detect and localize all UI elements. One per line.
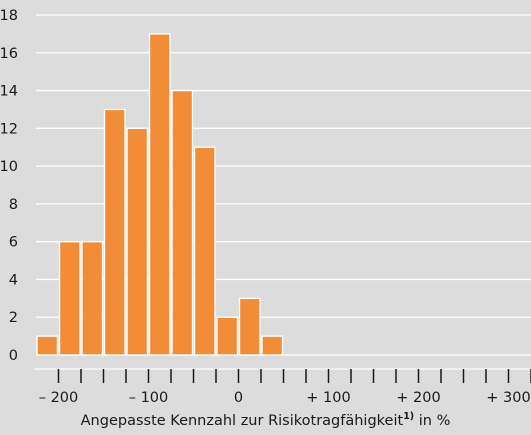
x-axis-title-text: Angepasste Kennzahl zur Risikotragfähigk…: [80, 412, 404, 429]
histogram-bar: [126, 127, 149, 356]
y-tick-label: 12: [0, 121, 18, 137]
histogram-bar: [81, 240, 104, 356]
histogram-bar: [238, 297, 261, 356]
y-tick-label: 16: [0, 46, 18, 62]
y-tick-labels: 0 2 4 6 8 10 12 14 16 18: [0, 8, 18, 364]
x-axis-title: Angepasste Kennzahl zur Risikotragfähigk…: [0, 411, 531, 429]
bars: [36, 33, 284, 356]
y-tick-label: 10: [0, 159, 18, 175]
y-tick-label: 2: [9, 310, 18, 326]
histogram-bar: [103, 108, 126, 356]
x-tick-label: + 100: [306, 390, 350, 406]
x-tick-label: – 100: [129, 390, 169, 406]
y-tick-label: 0: [9, 348, 18, 364]
x-axis-footnote: 1): [403, 411, 415, 422]
histogram-bar: [171, 89, 194, 356]
x-tick-label: 0: [234, 390, 243, 406]
x-axis-unit: in %: [418, 412, 451, 429]
histogram-bar: [36, 335, 59, 356]
x-tick-label: – 200: [39, 390, 79, 406]
x-axis: – 200 – 100 0 + 100 + 200 + 300: [34, 368, 531, 406]
x-tick-label: + 300: [486, 390, 530, 406]
histogram-bar: [193, 146, 216, 356]
y-tick-label: 4: [9, 272, 18, 288]
histogram-bar: [216, 316, 239, 356]
y-tick-label: 8: [9, 197, 18, 213]
y-tick-label: 6: [9, 235, 18, 251]
y-tick-label: 18: [0, 8, 18, 24]
histogram-bar: [58, 240, 81, 356]
x-tick-label: + 200: [396, 390, 440, 406]
y-tick-label: 14: [0, 84, 18, 100]
histogram-bar: [261, 335, 284, 356]
histogram-bar: [148, 33, 171, 356]
